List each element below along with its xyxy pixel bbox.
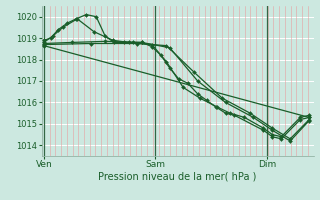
X-axis label: Pression niveau de la mer( hPa ): Pression niveau de la mer( hPa ) <box>99 172 257 182</box>
